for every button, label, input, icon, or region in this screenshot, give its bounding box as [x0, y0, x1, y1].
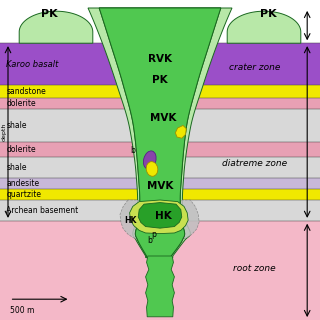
Text: Karoo basalt: Karoo basalt — [6, 60, 59, 68]
Text: PK: PK — [260, 9, 277, 20]
Ellipse shape — [146, 162, 158, 176]
Bar — [0, 178, 320, 189]
Text: MVK: MVK — [150, 113, 176, 124]
Polygon shape — [99, 8, 221, 258]
Text: PK: PK — [41, 9, 58, 20]
Text: shale: shale — [6, 121, 27, 130]
Text: b: b — [147, 236, 152, 245]
Bar — [0, 157, 320, 178]
Polygon shape — [120, 200, 199, 241]
Text: PK: PK — [152, 75, 168, 85]
Bar — [0, 0, 320, 43]
Text: p: p — [151, 230, 156, 239]
Text: dolerite: dolerite — [6, 99, 36, 108]
Text: depth: depth — [2, 123, 7, 141]
Polygon shape — [138, 203, 182, 228]
Text: root zone: root zone — [233, 264, 276, 273]
Polygon shape — [130, 200, 188, 234]
Polygon shape — [88, 8, 232, 258]
Text: b: b — [130, 146, 135, 155]
Bar — [0, 142, 320, 157]
Text: crater zone: crater zone — [229, 63, 280, 72]
Text: HK: HK — [155, 211, 172, 221]
Text: dolerite: dolerite — [6, 145, 36, 154]
Text: MVK: MVK — [147, 180, 173, 191]
Bar — [0, 85, 320, 98]
Text: sandstone: sandstone — [6, 87, 46, 96]
Text: andesite: andesite — [6, 179, 40, 188]
Bar — [0, 221, 320, 320]
Text: 500 m: 500 m — [10, 306, 34, 315]
Ellipse shape — [143, 151, 156, 169]
Text: quartzite: quartzite — [6, 190, 41, 199]
Bar — [0, 98, 320, 109]
Polygon shape — [99, 8, 221, 258]
Polygon shape — [175, 125, 186, 138]
Bar — [0, 200, 320, 221]
Text: HK: HK — [124, 216, 137, 225]
Polygon shape — [227, 11, 301, 43]
Text: shale: shale — [6, 163, 27, 172]
Bar — [0, 43, 320, 85]
Text: diatreme zone: diatreme zone — [222, 159, 287, 168]
Polygon shape — [19, 11, 93, 43]
Text: RVK: RVK — [148, 54, 172, 64]
Polygon shape — [146, 256, 174, 317]
Bar — [0, 189, 320, 200]
Bar — [0, 109, 320, 142]
Text: Archean basement: Archean basement — [6, 206, 79, 215]
